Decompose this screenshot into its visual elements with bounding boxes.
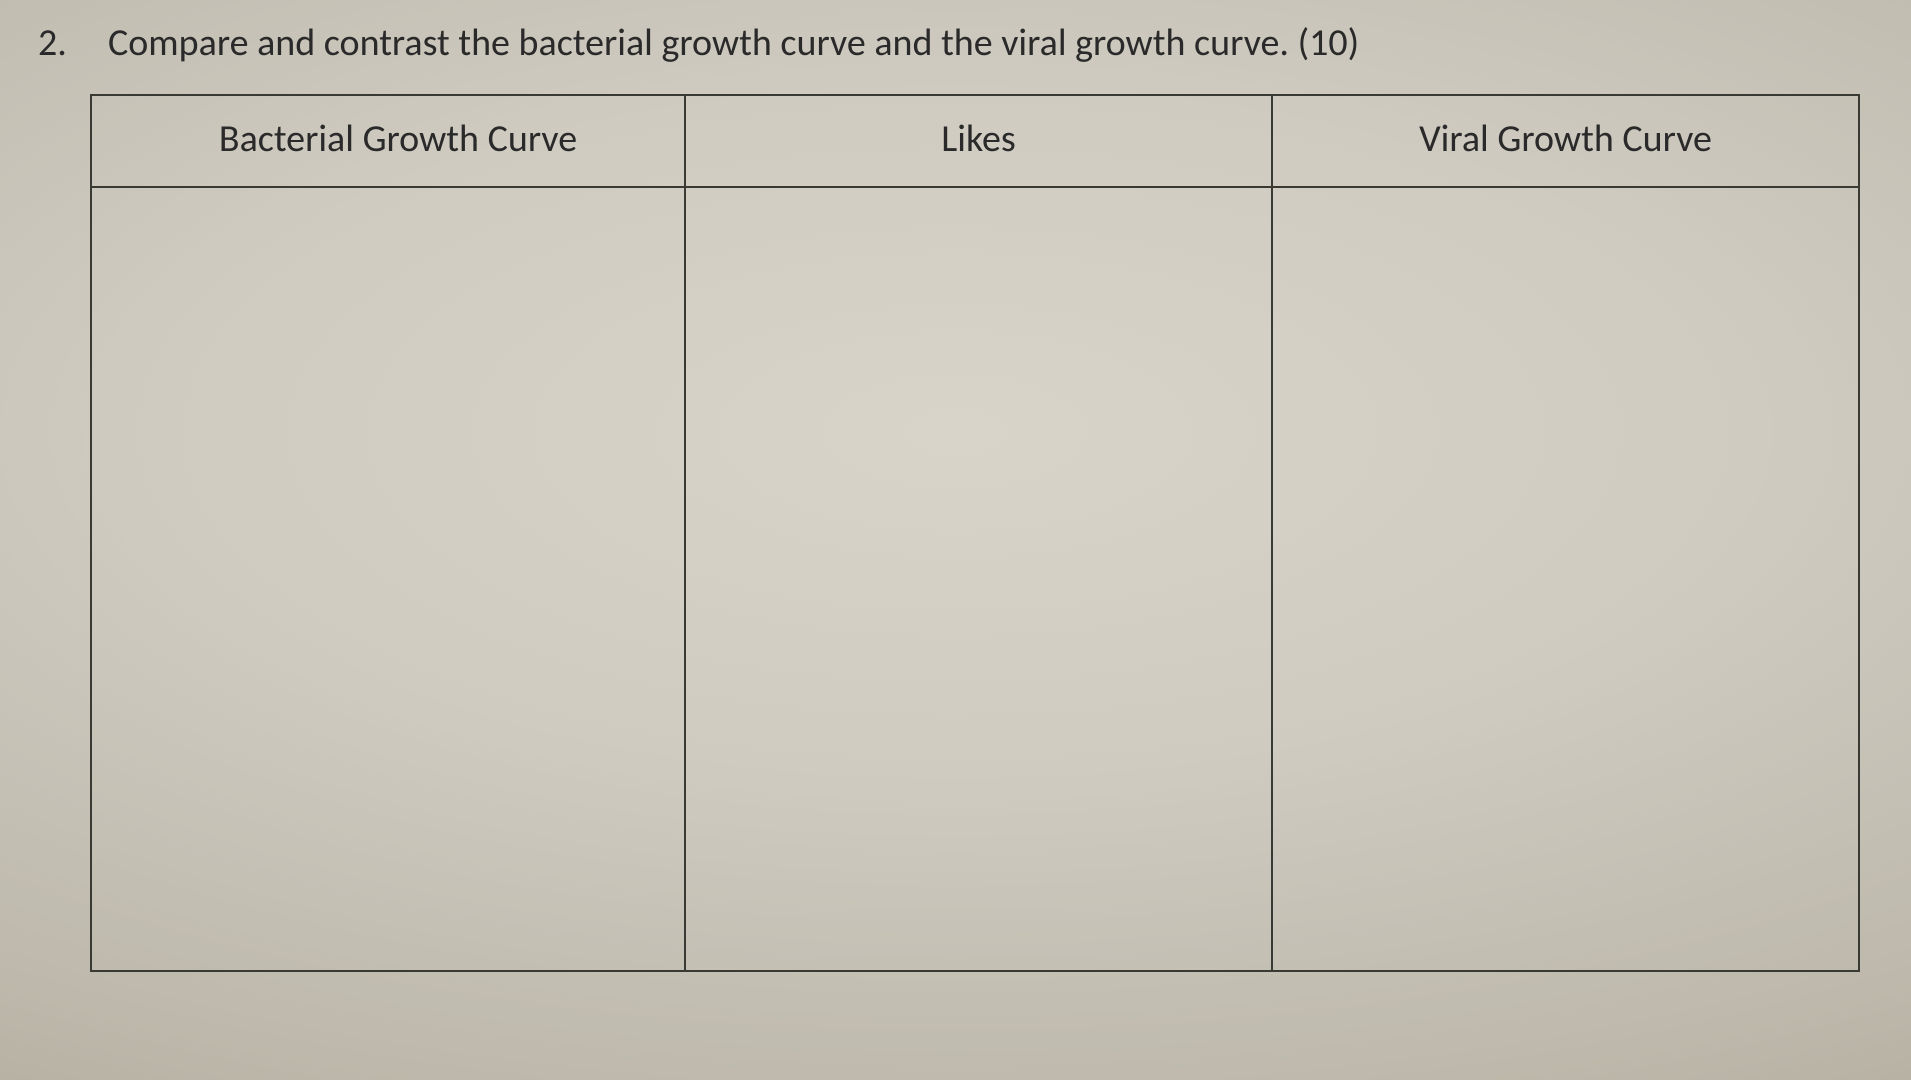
column-header-viral: Viral Growth Curve (1272, 95, 1859, 187)
column-header-likes: Likes (685, 95, 1272, 187)
table-row (91, 187, 1859, 971)
table-header-row: Bacterial Growth Curve Likes Viral Growt… (91, 95, 1859, 187)
column-header-bacterial: Bacterial Growth Curve (91, 95, 685, 187)
question-text-wrapper: Compare and contrast the bacterial growt… (108, 20, 1359, 66)
cell-bacterial (91, 187, 685, 971)
question-points: (10) (1298, 20, 1360, 66)
cell-likes (685, 187, 1272, 971)
question-number: 2. (38, 20, 84, 66)
compare-contrast-table: Bacterial Growth Curve Likes Viral Growt… (90, 94, 1860, 972)
worksheet-page: 2. Compare and contrast the bacterial gr… (30, 20, 1871, 972)
cell-viral (1272, 187, 1859, 971)
question-text: Compare and contrast the bacterial growt… (108, 20, 1289, 66)
question-line: 2. Compare and contrast the bacterial gr… (30, 20, 1871, 66)
